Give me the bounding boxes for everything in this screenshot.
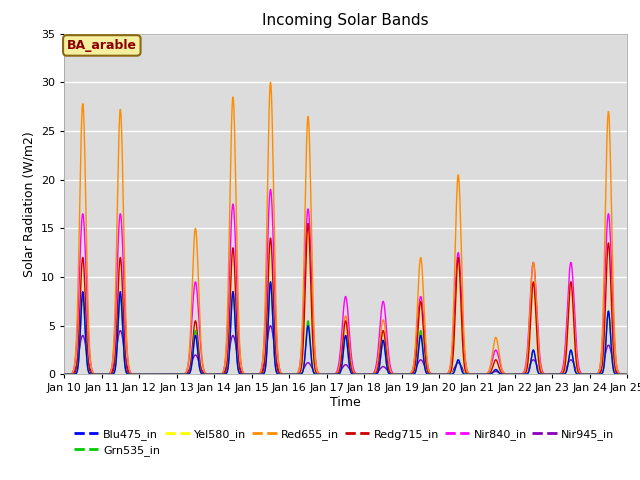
- Text: BA_arable: BA_arable: [67, 39, 137, 52]
- Title: Incoming Solar Bands: Incoming Solar Bands: [262, 13, 429, 28]
- Y-axis label: Solar Radiation (W/m2): Solar Radiation (W/m2): [22, 131, 35, 277]
- Legend: Blu475_in, Grn535_in, Yel580_in, Red655_in, Redg715_in, Nir840_in, Nir945_in: Blu475_in, Grn535_in, Yel580_in, Red655_…: [70, 424, 619, 460]
- X-axis label: Time: Time: [330, 396, 361, 409]
